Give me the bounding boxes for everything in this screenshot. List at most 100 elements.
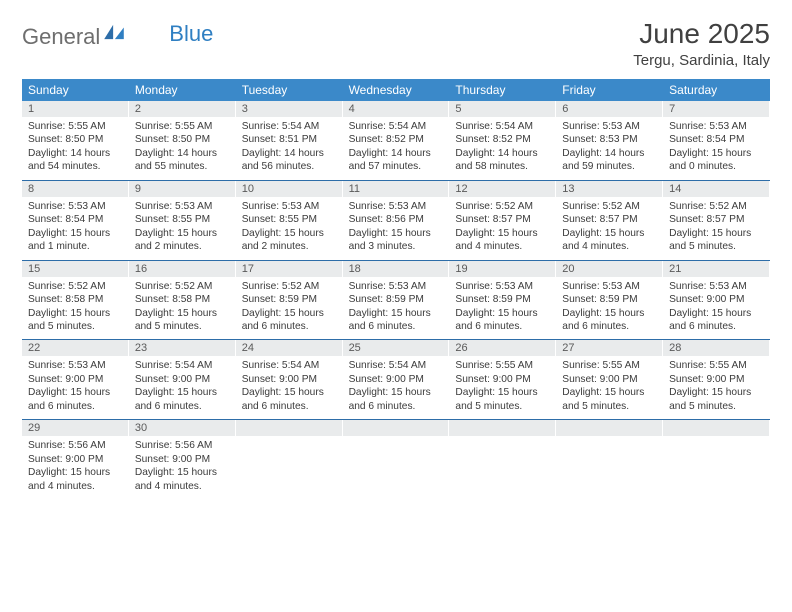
sunrise-text: Sunrise: 5:54 AM	[349, 359, 444, 372]
day-number	[449, 420, 556, 436]
day-number: 20	[556, 261, 663, 277]
sunset-text: Sunset: 9:00 PM	[135, 453, 230, 466]
sunrise-text: Sunrise: 5:55 AM	[28, 120, 123, 133]
weekday-header: Wednesday	[343, 79, 450, 101]
daylight-text-2: and 0 minutes.	[669, 160, 764, 173]
day-number: 2	[129, 101, 236, 117]
daylight-text-2: and 4 minutes.	[135, 480, 230, 493]
daylight-text-2: and 5 minutes.	[669, 240, 764, 253]
daylight-text-2: and 56 minutes.	[242, 160, 337, 173]
sunset-text: Sunset: 8:57 PM	[455, 213, 550, 226]
day-cell: Sunrise: 5:53 AMSunset: 8:59 PMDaylight:…	[449, 277, 556, 340]
daylight-text: Daylight: 14 hours	[28, 147, 123, 160]
daylight-text-2: and 5 minutes.	[455, 400, 550, 413]
daylight-text: Daylight: 15 hours	[135, 307, 230, 320]
daylight-text: Daylight: 15 hours	[562, 227, 657, 240]
day-number: 24	[236, 340, 343, 356]
logo: GeneralBlue	[22, 18, 213, 50]
daylight-text: Daylight: 14 hours	[562, 147, 657, 160]
daylight-text: Daylight: 15 hours	[242, 307, 337, 320]
sunrise-text: Sunrise: 5:55 AM	[135, 120, 230, 133]
day-cell: Sunrise: 5:55 AMSunset: 9:00 PMDaylight:…	[663, 356, 770, 419]
daylight-text: Daylight: 15 hours	[455, 227, 550, 240]
sunset-text: Sunset: 8:57 PM	[669, 213, 764, 226]
day-number: 11	[343, 181, 450, 197]
day-cell: Sunrise: 5:53 AMSunset: 9:00 PMDaylight:…	[22, 356, 129, 419]
daylight-text-2: and 55 minutes.	[135, 160, 230, 173]
daylight-text-2: and 6 minutes.	[28, 400, 123, 413]
day-cell: Sunrise: 5:55 AMSunset: 9:00 PMDaylight:…	[449, 356, 556, 419]
sunrise-text: Sunrise: 5:52 AM	[135, 280, 230, 293]
day-number: 25	[343, 340, 450, 356]
daylight-text: Daylight: 15 hours	[28, 307, 123, 320]
daylight-text-2: and 6 minutes.	[562, 320, 657, 333]
sunrise-text: Sunrise: 5:56 AM	[135, 439, 230, 452]
day-cell: Sunrise: 5:52 AMSunset: 8:57 PMDaylight:…	[449, 197, 556, 260]
sunset-text: Sunset: 8:55 PM	[242, 213, 337, 226]
sunrise-text: Sunrise: 5:54 AM	[242, 120, 337, 133]
daylight-text-2: and 4 minutes.	[28, 480, 123, 493]
day-cell: Sunrise: 5:53 AMSunset: 8:59 PMDaylight:…	[556, 277, 663, 340]
sunrise-text: Sunrise: 5:54 AM	[242, 359, 337, 372]
day-cell: Sunrise: 5:55 AMSunset: 8:50 PMDaylight:…	[129, 117, 236, 180]
day-number: 4	[343, 101, 450, 117]
sunset-text: Sunset: 9:00 PM	[28, 453, 123, 466]
sunrise-text: Sunrise: 5:55 AM	[455, 359, 550, 372]
sunset-text: Sunset: 9:00 PM	[242, 373, 337, 386]
daylight-text: Daylight: 15 hours	[562, 307, 657, 320]
day-cell: Sunrise: 5:52 AMSunset: 8:57 PMDaylight:…	[556, 197, 663, 260]
daylight-text-2: and 6 minutes.	[455, 320, 550, 333]
sunrise-text: Sunrise: 5:52 AM	[28, 280, 123, 293]
weekday-header: Tuesday	[236, 79, 343, 101]
daylight-text: Daylight: 15 hours	[455, 307, 550, 320]
sunrise-text: Sunrise: 5:53 AM	[135, 200, 230, 213]
day-cell: Sunrise: 5:53 AMSunset: 8:55 PMDaylight:…	[129, 197, 236, 260]
day-cell: Sunrise: 5:52 AMSunset: 8:59 PMDaylight:…	[236, 277, 343, 340]
day-cell: Sunrise: 5:55 AMSunset: 8:50 PMDaylight:…	[22, 117, 129, 180]
daylight-text-2: and 6 minutes.	[669, 320, 764, 333]
day-cell: Sunrise: 5:53 AMSunset: 8:55 PMDaylight:…	[236, 197, 343, 260]
sunrise-text: Sunrise: 5:52 AM	[242, 280, 337, 293]
sunset-text: Sunset: 8:59 PM	[349, 293, 444, 306]
sunrise-text: Sunrise: 5:52 AM	[669, 200, 764, 213]
daylight-text: Daylight: 15 hours	[455, 386, 550, 399]
logo-sail-icon	[102, 24, 126, 40]
sunset-text: Sunset: 9:00 PM	[669, 293, 764, 306]
daylight-text-2: and 59 minutes.	[562, 160, 657, 173]
sunrise-text: Sunrise: 5:54 AM	[455, 120, 550, 133]
day-number: 5	[449, 101, 556, 117]
daylight-text: Daylight: 15 hours	[135, 466, 230, 479]
weekday-header: Sunday	[22, 79, 129, 101]
day-cell	[343, 436, 450, 499]
sunset-text: Sunset: 8:59 PM	[455, 293, 550, 306]
daylight-text-2: and 4 minutes.	[455, 240, 550, 253]
day-number: 1	[22, 101, 129, 117]
sunset-text: Sunset: 8:54 PM	[28, 213, 123, 226]
daylight-text: Daylight: 14 hours	[135, 147, 230, 160]
day-number: 28	[663, 340, 770, 356]
day-number: 10	[236, 181, 343, 197]
day-number: 22	[22, 340, 129, 356]
daylight-text-2: and 57 minutes.	[349, 160, 444, 173]
day-cell	[663, 436, 770, 499]
day-cell: Sunrise: 5:54 AMSunset: 8:52 PMDaylight:…	[343, 117, 450, 180]
week-row: 2930Sunrise: 5:56 AMSunset: 9:00 PMDayli…	[22, 420, 770, 499]
sunrise-text: Sunrise: 5:53 AM	[349, 280, 444, 293]
sunrise-text: Sunrise: 5:52 AM	[455, 200, 550, 213]
day-cell: Sunrise: 5:53 AMSunset: 8:56 PMDaylight:…	[343, 197, 450, 260]
daylight-text-2: and 1 minute.	[28, 240, 123, 253]
day-cell: Sunrise: 5:53 AMSunset: 8:53 PMDaylight:…	[556, 117, 663, 180]
logo-text-general: General	[22, 24, 100, 50]
calendar-body: 1234567Sunrise: 5:55 AMSunset: 8:50 PMDa…	[22, 101, 770, 499]
day-number: 15	[22, 261, 129, 277]
daylight-text: Daylight: 15 hours	[242, 227, 337, 240]
weekday-header: Saturday	[663, 79, 770, 101]
daylight-text-2: and 2 minutes.	[242, 240, 337, 253]
sunset-text: Sunset: 8:58 PM	[135, 293, 230, 306]
sunrise-text: Sunrise: 5:53 AM	[669, 120, 764, 133]
day-cell: Sunrise: 5:54 AMSunset: 8:52 PMDaylight:…	[449, 117, 556, 180]
daylight-text: Daylight: 15 hours	[28, 386, 123, 399]
day-number: 3	[236, 101, 343, 117]
sunset-text: Sunset: 8:59 PM	[242, 293, 337, 306]
day-cell: Sunrise: 5:54 AMSunset: 9:00 PMDaylight:…	[236, 356, 343, 419]
